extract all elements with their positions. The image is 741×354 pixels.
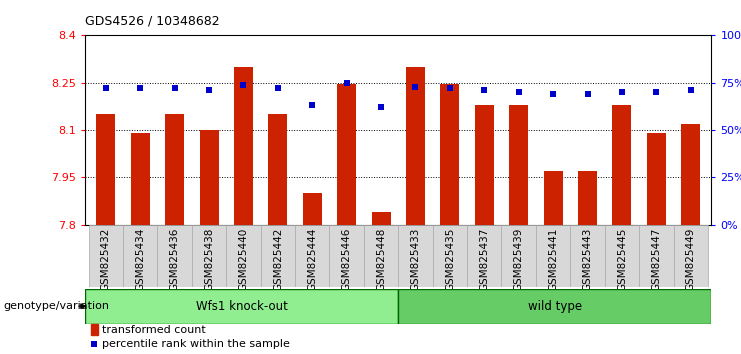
Bar [123, 225, 157, 287]
Bar [261, 225, 295, 287]
Bar [639, 225, 674, 287]
Text: GSM825435: GSM825435 [445, 228, 455, 291]
Text: genotype/variation: genotype/variation [4, 301, 110, 311]
Bar [475, 105, 494, 225]
Bar [440, 84, 459, 225]
Bar [372, 212, 391, 225]
Bar [578, 171, 597, 225]
Bar [131, 133, 150, 225]
Text: GSM825434: GSM825434 [136, 228, 145, 291]
Text: GSM825433: GSM825433 [411, 228, 420, 291]
Text: GSM825437: GSM825437 [479, 228, 489, 291]
Bar [165, 114, 184, 225]
Text: GSM825432: GSM825432 [101, 228, 111, 291]
Bar [192, 225, 226, 287]
Bar [399, 225, 433, 287]
Text: GSM825436: GSM825436 [170, 228, 179, 291]
Text: GSM825439: GSM825439 [514, 228, 524, 291]
Text: GSM825442: GSM825442 [273, 228, 283, 291]
Text: GSM825444: GSM825444 [308, 228, 317, 291]
Bar [157, 225, 192, 287]
Bar [647, 133, 665, 225]
Bar [90, 324, 98, 335]
Text: GSM825448: GSM825448 [376, 228, 386, 291]
Text: GSM825441: GSM825441 [548, 228, 558, 291]
Bar [234, 67, 253, 225]
Text: GSM825440: GSM825440 [239, 228, 248, 291]
Text: GSM825438: GSM825438 [204, 228, 214, 291]
Text: GSM825446: GSM825446 [342, 228, 352, 291]
Text: GSM825449: GSM825449 [685, 228, 696, 291]
Text: GSM825447: GSM825447 [651, 228, 661, 291]
Bar [674, 225, 708, 287]
Text: GSM825445: GSM825445 [617, 228, 627, 291]
Bar [467, 225, 502, 287]
Bar [502, 225, 536, 287]
Bar [571, 225, 605, 287]
Bar [364, 225, 399, 287]
Bar [330, 225, 364, 287]
Bar [295, 225, 330, 287]
Bar [613, 105, 631, 225]
Bar [268, 114, 288, 225]
Bar [303, 193, 322, 225]
Bar [399, 289, 711, 324]
Bar [536, 225, 571, 287]
Bar [226, 225, 261, 287]
Bar [406, 67, 425, 225]
Text: GSM825443: GSM825443 [582, 228, 593, 291]
Text: GDS4526 / 10348682: GDS4526 / 10348682 [85, 14, 220, 27]
Bar [337, 84, 356, 225]
Bar [433, 225, 467, 287]
Bar [85, 289, 399, 324]
Bar [605, 225, 639, 287]
Text: wild type: wild type [528, 300, 582, 313]
Text: Wfs1 knock-out: Wfs1 knock-out [196, 300, 288, 313]
Text: transformed count: transformed count [102, 325, 206, 335]
Bar [199, 130, 219, 225]
Bar [89, 225, 123, 287]
Bar [681, 124, 700, 225]
Bar [509, 105, 528, 225]
Bar [96, 114, 116, 225]
Bar [544, 171, 562, 225]
Text: percentile rank within the sample: percentile rank within the sample [102, 339, 290, 349]
